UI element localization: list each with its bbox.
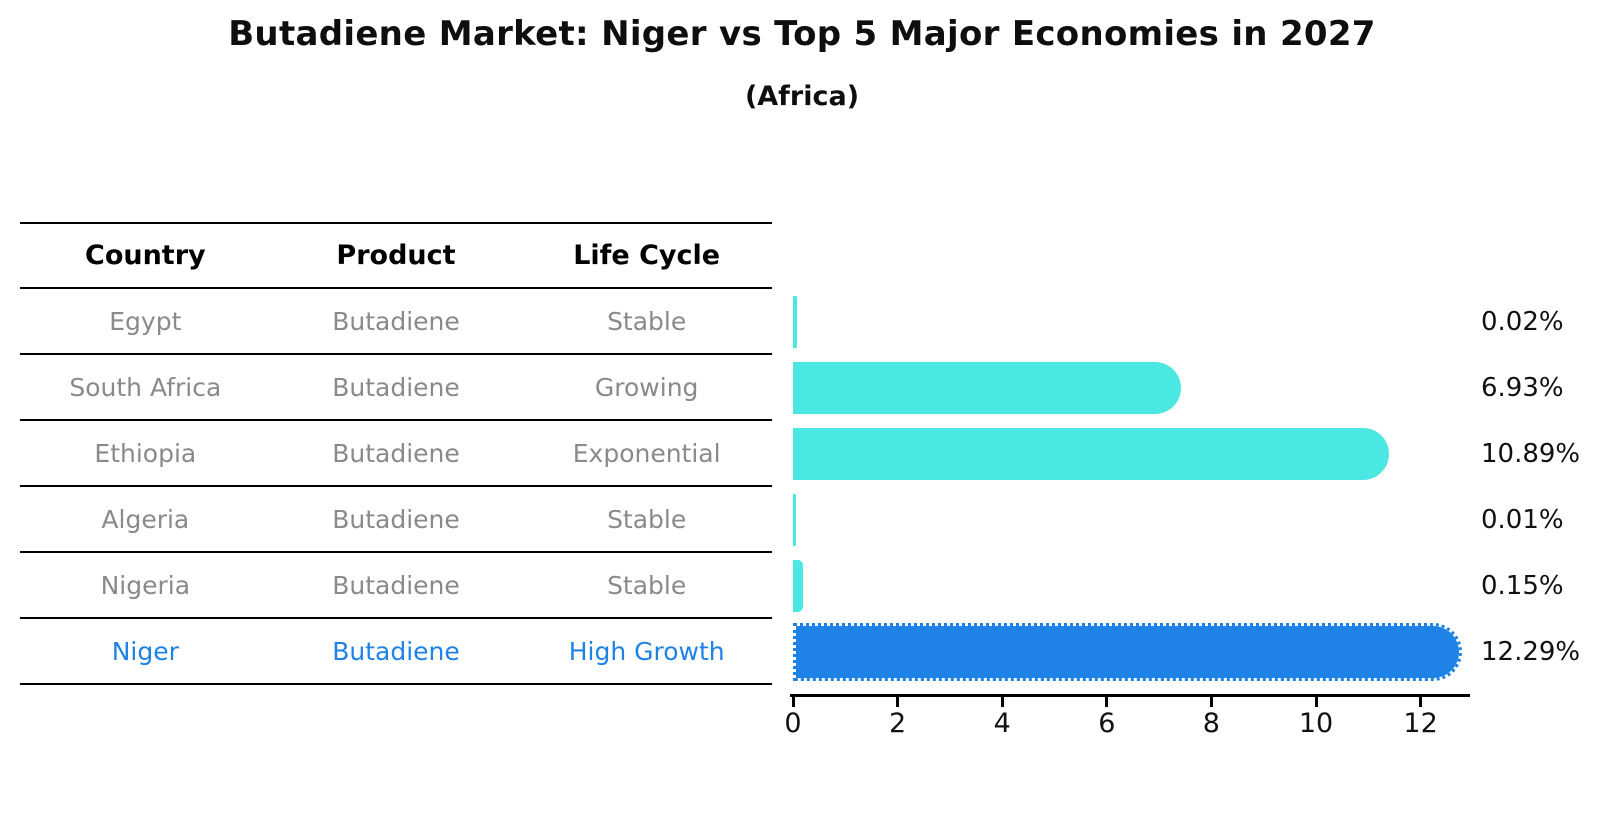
table-cell-life-cycle: Stable xyxy=(607,306,687,336)
table-cell-country: Niger xyxy=(111,636,179,666)
bar-value-label: 6.93% xyxy=(1481,373,1564,403)
table-cell-product: Butadiene xyxy=(332,372,460,402)
x-axis xyxy=(790,694,1470,697)
table-cell-life-cycle: Growing xyxy=(594,372,699,402)
x-axis-tick xyxy=(1209,697,1213,707)
table-cell-product: Butadiene xyxy=(332,504,460,534)
table-header-product: Product xyxy=(336,240,456,271)
table-row: Niger Butadiene High Growth xyxy=(20,619,772,685)
table-cell-country: Egypt xyxy=(109,306,182,336)
x-axis-tick xyxy=(1000,697,1004,707)
chart-subtitle: (Africa) xyxy=(744,81,860,112)
table-cell-product: Butadiene xyxy=(332,636,460,666)
bar-ethiopia xyxy=(793,428,1389,480)
table-cell-country: Nigeria xyxy=(100,570,191,600)
x-axis-tick xyxy=(1314,697,1318,707)
bar-egypt xyxy=(793,296,797,348)
table-cell-product: Butadiene xyxy=(332,438,460,468)
table-row: Ethiopia Butadiene Exponential xyxy=(20,421,772,487)
table-cell-life-cycle: Stable xyxy=(607,504,687,534)
table-cell-life-cycle: Exponential xyxy=(572,438,721,468)
table-cell-country: Algeria xyxy=(101,504,190,534)
bar-niger-highlight xyxy=(793,623,1462,681)
table-header-lifecycle: Life Cycle xyxy=(573,240,721,271)
table-row: South Africa Butadiene Growing xyxy=(20,355,772,421)
x-axis-tick-label: 12 xyxy=(1403,708,1438,739)
bar-value-label: 0.15% xyxy=(1481,571,1564,601)
x-axis-tick xyxy=(896,697,900,707)
x-axis-tick-label: 6 xyxy=(1098,708,1116,739)
x-axis-tick xyxy=(1105,697,1109,707)
bar-algeria xyxy=(793,494,797,546)
table-cell-country: South Africa xyxy=(69,372,222,402)
x-axis-tick-label: 0 xyxy=(784,708,802,739)
x-axis-tick-label: 2 xyxy=(889,708,907,739)
table-header-country: Country xyxy=(85,240,206,271)
x-axis-tick xyxy=(1419,697,1423,707)
table-row: Egypt Butadiene Stable xyxy=(20,289,772,355)
table-cell-life-cycle: High Growth xyxy=(568,636,725,666)
chart-title: Butadiene Market: Niger vs Top 5 Major E… xyxy=(228,14,1376,54)
table-body: Egypt Butadiene Stable South Africa Butadien… xyxy=(20,289,772,685)
x-axis-tick-label: 4 xyxy=(993,708,1011,739)
table-cell-product: Butadiene xyxy=(332,306,460,336)
table-cell-product: Butadiene xyxy=(332,570,460,600)
bar-value-label: 0.01% xyxy=(1481,505,1564,535)
x-axis-tick-label: 8 xyxy=(1202,708,1220,739)
bar-value-label: 0.02% xyxy=(1481,307,1564,337)
x-axis-tick-label: 10 xyxy=(1298,708,1334,739)
table-row: Algeria Butadiene Stable xyxy=(20,487,772,553)
bar-nigeria xyxy=(793,560,804,612)
x-axis-tick xyxy=(791,697,795,707)
bar-value-label: 10.89% xyxy=(1481,439,1581,469)
table-cell-life-cycle: Stable xyxy=(607,570,687,600)
table-row: Nigeria Butadiene Stable xyxy=(20,553,772,619)
table-header-row: Country Product Life Cycle xyxy=(20,222,772,289)
bar-value-label: 12.29% xyxy=(1481,637,1581,667)
country-table: Country Product Life Cycle Egypt Butadien… xyxy=(20,222,772,685)
bar-south-africa xyxy=(793,362,1182,414)
table-cell-country: Ethiopia xyxy=(94,438,197,468)
